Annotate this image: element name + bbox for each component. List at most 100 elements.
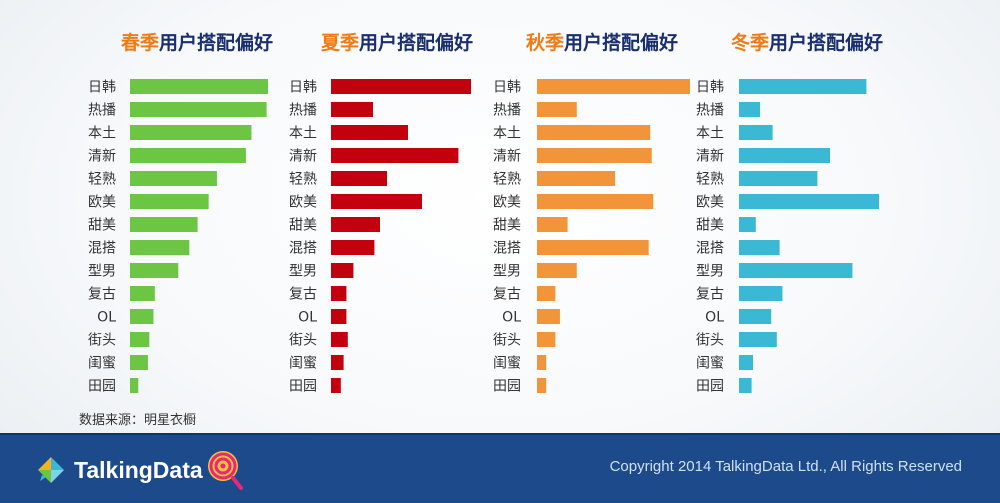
category-label: 闺蜜: [696, 356, 724, 372]
category-label: 街头: [88, 333, 116, 349]
bar: [537, 194, 654, 209]
category-label: 闺蜜: [289, 356, 317, 372]
bar: [537, 263, 577, 278]
category-label: 田园: [289, 379, 317, 395]
category-label: 轻熟: [289, 172, 317, 188]
bar: [331, 240, 375, 255]
talkingdata-chat-icon: [38, 457, 64, 483]
category-label: 清新: [289, 149, 317, 165]
panel-title-winter: 冬季用户搭配偏好: [731, 32, 884, 54]
category-label: 热播: [493, 103, 521, 119]
bar: [739, 378, 752, 393]
bar: [130, 125, 252, 140]
category-label: 甜美: [88, 218, 116, 234]
bar: [331, 148, 459, 163]
bar: [130, 309, 154, 324]
category-label: 复古: [493, 286, 521, 303]
panel-title-summer: 夏季用户搭配偏好: [321, 32, 474, 54]
category-label: 复古: [88, 286, 116, 303]
bar: [331, 171, 387, 186]
category-label: 甜美: [493, 218, 521, 234]
category-label: 日韩: [696, 80, 724, 96]
category-label: OL: [502, 310, 521, 326]
bar: [739, 286, 783, 301]
bar: [537, 148, 652, 163]
category-label: 清新: [88, 149, 116, 165]
category-label: 清新: [493, 149, 521, 165]
category-label: 混搭: [493, 241, 521, 257]
bar: [537, 171, 616, 186]
category-label: 混搭: [696, 241, 724, 257]
bar: [739, 217, 756, 232]
panel-title-spring: 春季用户搭配偏好: [121, 32, 274, 54]
category-label: 街头: [289, 333, 317, 349]
bar: [130, 171, 217, 186]
category-label: 本土: [696, 126, 724, 142]
bar: [130, 263, 179, 278]
bar: [130, 102, 267, 117]
footer-bar: TalkingData Copyright 2014 TalkingData L…: [0, 433, 1000, 503]
category-label: 街头: [696, 333, 724, 349]
bar: [331, 125, 408, 140]
category-label: OL: [298, 310, 317, 326]
category-label: 型男: [493, 264, 521, 280]
category-label: 轻熟: [88, 172, 116, 188]
bar: [739, 263, 853, 278]
bar: [331, 263, 354, 278]
bar: [739, 355, 753, 370]
category-label: 型男: [289, 264, 317, 280]
category-label: 街头: [493, 333, 521, 349]
bar: [130, 217, 198, 232]
bar: [331, 79, 471, 94]
category-label: 复古: [289, 286, 317, 303]
bar: [537, 286, 556, 301]
category-label: 日韩: [493, 80, 521, 96]
bar: [739, 148, 830, 163]
bar: [331, 286, 347, 301]
category-label: 日韩: [88, 80, 116, 96]
bar: [537, 79, 690, 94]
copyright-text: Copyright 2014 TalkingData Ltd., All Rig…: [609, 458, 962, 475]
bar: [331, 378, 341, 393]
category-label: OL: [97, 310, 116, 326]
category-label: 闺蜜: [493, 356, 521, 372]
bar: [331, 102, 373, 117]
category-label: 轻熟: [493, 172, 521, 188]
category-label: 型男: [88, 264, 116, 280]
bar: [739, 309, 772, 324]
bar: [537, 378, 547, 393]
bar: [739, 79, 867, 94]
bar: [331, 217, 380, 232]
bar: [739, 240, 780, 255]
category-label: 田园: [88, 379, 116, 395]
category-label: 混搭: [289, 241, 317, 257]
bar: [130, 79, 268, 94]
category-label: 清新: [696, 149, 724, 165]
category-label: 本土: [493, 126, 521, 142]
bar: [130, 286, 155, 301]
bar: [739, 171, 818, 186]
bar: [537, 355, 547, 370]
bar: [537, 240, 649, 255]
bar: [331, 332, 348, 347]
brand-name: TalkingData: [74, 456, 203, 483]
category-label: 欧美: [289, 195, 317, 211]
category-label: 田园: [493, 379, 521, 395]
data-source-note: 数据来源：明星衣橱: [79, 413, 197, 428]
category-label: 轻熟: [696, 172, 724, 188]
bar: [537, 332, 556, 347]
category-label: 混搭: [88, 241, 116, 257]
category-label: 欧美: [88, 195, 116, 211]
bar: [739, 332, 777, 347]
bar: [331, 355, 344, 370]
category-label: OL: [705, 310, 724, 326]
bar: [130, 378, 139, 393]
bar: [537, 102, 577, 117]
panel-title-autumn: 秋季用户搭配偏好: [526, 32, 679, 54]
category-label: 热播: [696, 103, 724, 119]
bar: [130, 194, 209, 209]
category-label: 型男: [696, 264, 724, 280]
bar: [739, 194, 879, 209]
bar: [130, 148, 246, 163]
